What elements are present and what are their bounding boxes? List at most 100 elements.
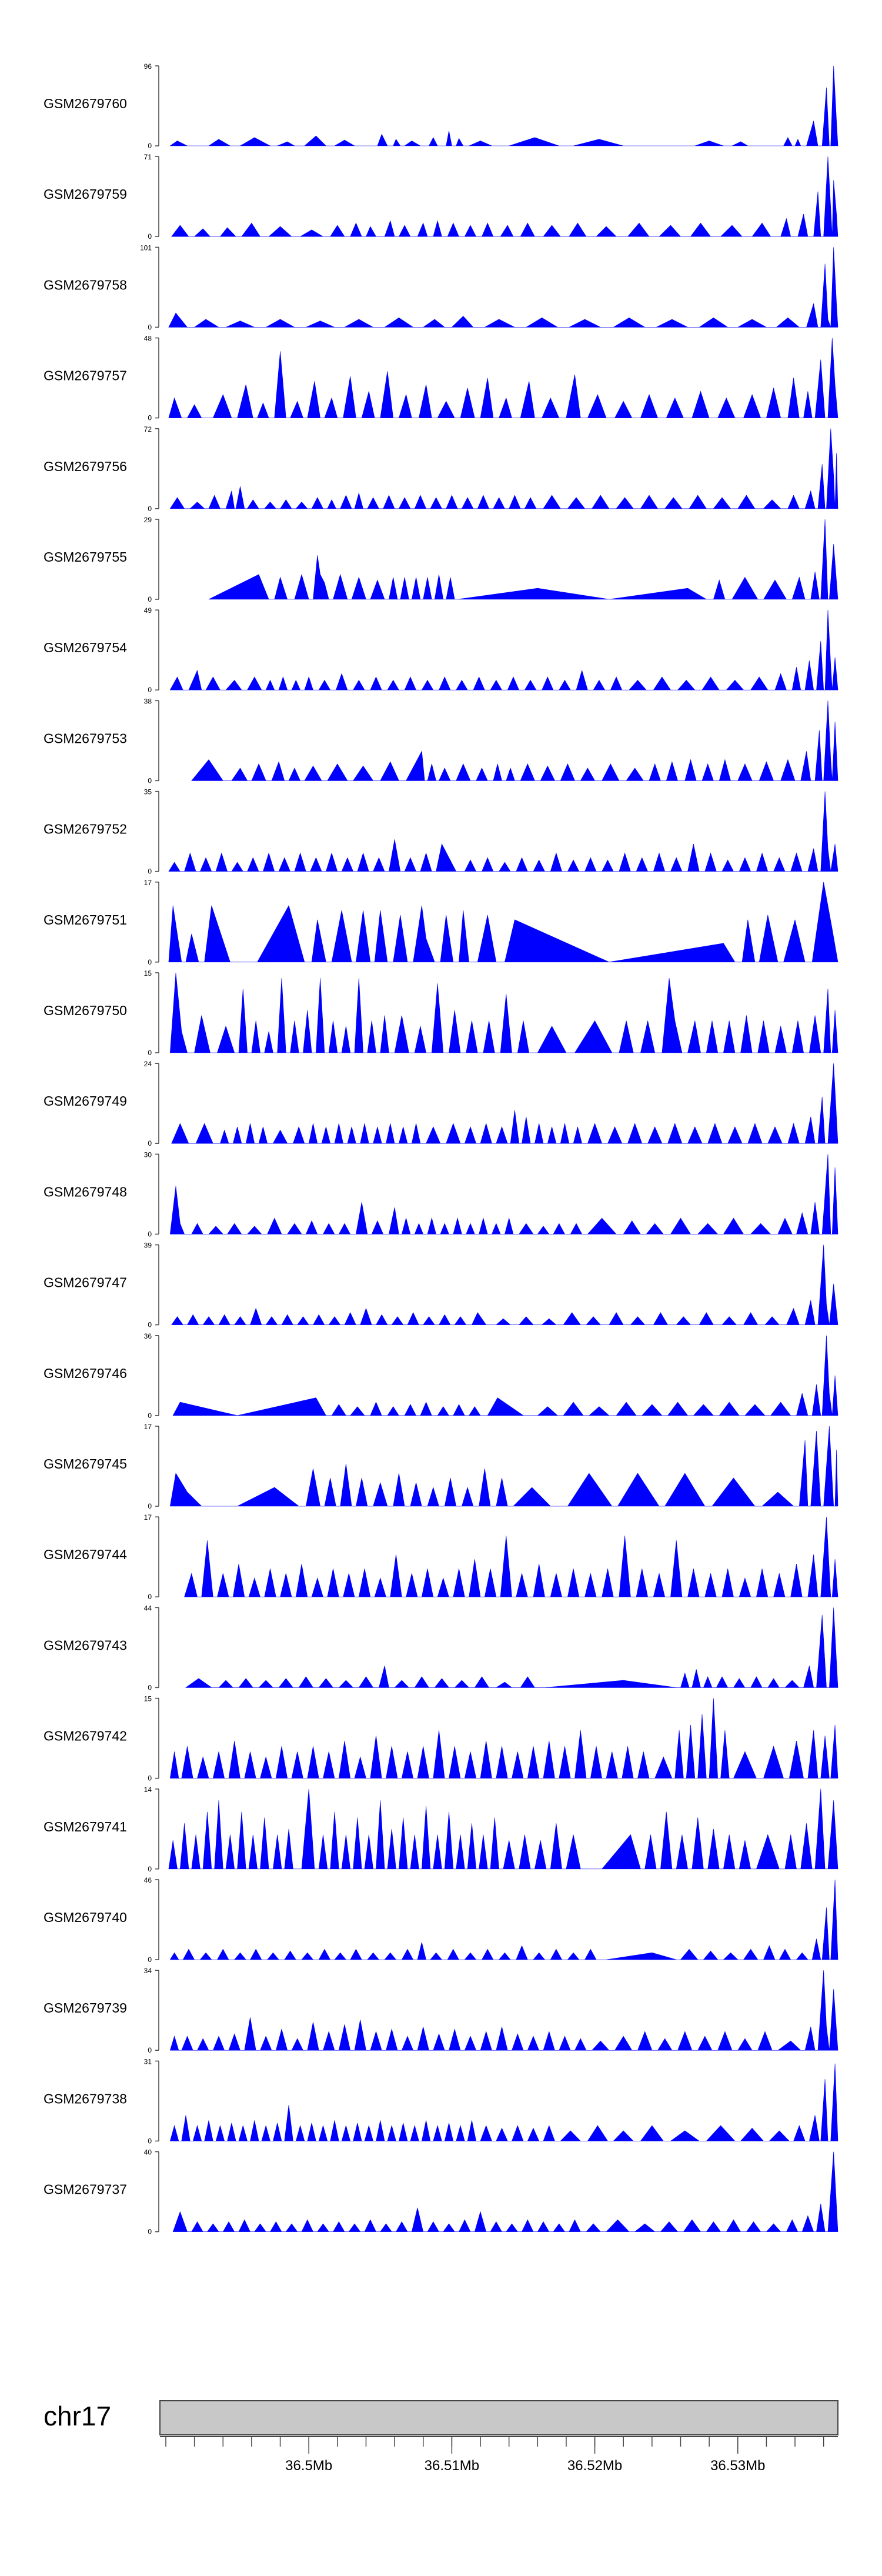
coverage-area xyxy=(168,882,838,963)
y-tick-label-max: 40 xyxy=(144,2148,152,2157)
y-tick-label-max: 17 xyxy=(144,879,152,887)
coverage-area xyxy=(168,247,838,328)
coverage-area xyxy=(168,338,838,418)
coverage-area xyxy=(168,1788,838,1870)
track-name-label: GSM2679737 xyxy=(44,2182,127,2197)
track-GSM2679760: GSM2679760 96 0 xyxy=(44,62,838,150)
track-GSM2679746: GSM2679746 36 0 xyxy=(44,1332,838,1420)
y-tick-label-min: 0 xyxy=(148,1230,152,1238)
y-tick-label-max: 24 xyxy=(144,1060,152,1068)
y-tick-label-min: 0 xyxy=(148,2046,152,2054)
major-tick-label: 36.52Mb xyxy=(567,2458,622,2474)
y-tick-label-max: 46 xyxy=(144,1876,152,1884)
coverage-tracks: GSM2679760 96 0 GSM2679759 71 0 GSM2679758 101 0… xyxy=(44,62,838,2236)
y-tick-label-max: 39 xyxy=(144,1242,152,1250)
track-GSM2679743: GSM2679743 44 0 xyxy=(44,1604,838,1691)
track-GSM2679752: GSM2679752 35 0 xyxy=(44,788,838,876)
y-tick-label-max: 49 xyxy=(144,606,152,615)
y-tick-label-min: 0 xyxy=(148,1865,152,1873)
track-name-label: GSM2679749 xyxy=(44,1093,127,1109)
y-tick-label-min: 0 xyxy=(148,323,152,331)
y-tick-label-min: 0 xyxy=(148,1683,152,1691)
coverage-area xyxy=(172,1335,838,1416)
track-name-label: GSM2679755 xyxy=(44,549,127,565)
genome-axis-ticks: 36.5Mb 36.51Mb 36.52Mb 36.53Mb xyxy=(165,2437,824,2474)
coverage-area xyxy=(185,1607,838,1688)
y-tick-label-min: 0 xyxy=(148,1412,152,1420)
track-GSM2679756: GSM2679756 72 0 xyxy=(44,425,838,513)
coverage-area xyxy=(169,1154,838,1234)
track-name-label: GSM2679757 xyxy=(44,368,127,383)
track-name-label: GSM2679758 xyxy=(44,277,127,292)
track-GSM2679751: GSM2679751 17 0 xyxy=(44,879,838,966)
genome-axis-track: chr17 36.5Mb 36.51Mb 36.52Mb 36.53Mb xyxy=(44,2400,838,2474)
y-tick-label-min: 0 xyxy=(148,505,152,513)
track-name-label: GSM2679745 xyxy=(44,1456,127,1471)
track-GSM2679741: GSM2679741 14 0 xyxy=(44,1786,838,1873)
track-name-label: GSM2679756 xyxy=(44,459,127,474)
track-name-label: GSM2679746 xyxy=(44,1366,127,1381)
y-tick-label-max: 34 xyxy=(144,1967,152,1975)
track-name-label: GSM2679753 xyxy=(44,730,127,746)
y-tick-label-min: 0 xyxy=(148,232,152,241)
major-tick-label: 36.51Mb xyxy=(425,2458,479,2474)
y-tick-label-max: 38 xyxy=(144,697,152,705)
y-tick-label-min: 0 xyxy=(148,414,152,422)
coverage-area xyxy=(171,1244,838,1325)
y-tick-label-max: 101 xyxy=(140,243,152,252)
y-tick-label-max: 30 xyxy=(144,1150,152,1159)
coverage-area xyxy=(169,2063,838,2141)
track-name-label: GSM2679739 xyxy=(44,2000,127,2016)
y-tick-label-min: 0 xyxy=(148,1502,152,1510)
y-tick-label-min: 0 xyxy=(148,1774,152,1783)
track-GSM2679749: GSM2679749 24 0 xyxy=(44,1060,838,1147)
track-name-label: GSM2679751 xyxy=(44,912,127,927)
track-name-label: GSM2679744 xyxy=(44,1547,127,1562)
track-GSM2679738: GSM2679738 31 0 xyxy=(44,2057,838,2145)
major-tick-label: 36.53Mb xyxy=(710,2458,765,2474)
y-tick-label-max: 96 xyxy=(144,62,152,71)
track-GSM2679739: GSM2679739 34 0 xyxy=(44,1967,838,2054)
track-name-label: GSM2679750 xyxy=(44,1003,127,1018)
track-name-label: GSM2679754 xyxy=(44,640,127,655)
y-tick-label-min: 0 xyxy=(148,1049,152,1057)
track-name-label: GSM2679743 xyxy=(44,1637,127,1653)
track-name-label: GSM2679741 xyxy=(44,1819,127,1834)
coverage-area xyxy=(169,1426,838,1507)
y-tick-label-min: 0 xyxy=(148,1139,152,1147)
track-name-label: GSM2679752 xyxy=(44,822,127,837)
track-GSM2679755: GSM2679755 29 0 xyxy=(44,516,838,603)
track-GSM2679737: GSM2679737 40 0 xyxy=(44,2148,838,2236)
chromosome-ideogram xyxy=(159,2400,838,2435)
coverage-area xyxy=(169,1879,838,1960)
y-tick-label-max: 31 xyxy=(144,2057,152,2066)
coverage-area xyxy=(184,1517,838,1597)
track-GSM2679758: GSM2679758 101 0 xyxy=(44,243,838,331)
y-tick-label-min: 0 xyxy=(148,958,152,966)
track-GSM2679753: GSM2679753 38 0 xyxy=(44,697,838,785)
y-tick-label-max: 15 xyxy=(144,1695,152,1703)
coverage-area xyxy=(169,610,838,690)
coverage-area xyxy=(171,156,838,237)
y-tick-label-min: 0 xyxy=(148,595,152,603)
coverage-area xyxy=(169,1698,838,1778)
track-name-label: GSM2679747 xyxy=(44,1275,127,1290)
coverage-area xyxy=(168,791,838,872)
coverage-area xyxy=(171,1063,838,1144)
y-tick-label-max: 17 xyxy=(144,1423,152,1431)
y-tick-label-max: 48 xyxy=(144,335,152,343)
y-tick-label-max: 71 xyxy=(144,153,152,161)
coverage-area xyxy=(169,65,838,146)
track-GSM2679742: GSM2679742 15 0 xyxy=(44,1695,838,1783)
track-GSM2679740: GSM2679740 46 0 xyxy=(44,1876,838,1964)
y-tick-label-max: 44 xyxy=(144,1604,152,1612)
track-GSM2679745: GSM2679745 17 0 xyxy=(44,1423,838,1510)
coverage-area xyxy=(169,428,838,509)
track-name-label: GSM2679742 xyxy=(44,1729,127,1744)
track-GSM2679759: GSM2679759 71 0 xyxy=(44,153,838,241)
track-name-label: GSM2679748 xyxy=(44,1184,127,1199)
y-tick-label-min: 0 xyxy=(148,776,152,785)
track-name-label: GSM2679738 xyxy=(44,2091,127,2106)
y-tick-label-max: 15 xyxy=(144,969,152,977)
